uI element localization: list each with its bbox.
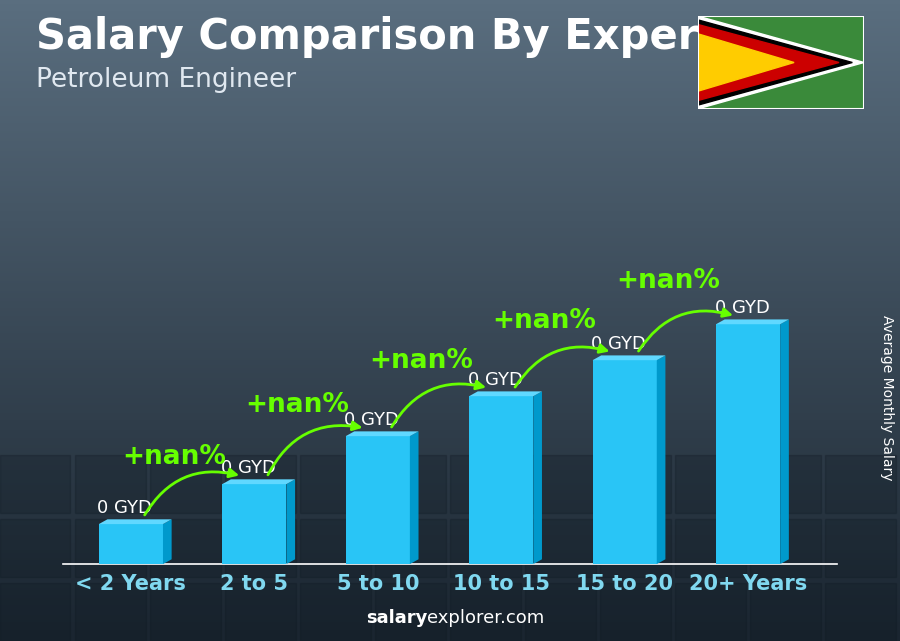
Bar — [150, 583, 220, 641]
Bar — [450, 455, 520, 513]
Text: +nan%: +nan% — [616, 269, 720, 294]
Bar — [750, 455, 821, 513]
Bar — [375, 455, 446, 513]
Text: Average Monthly Salary: Average Monthly Salary — [879, 315, 894, 480]
Bar — [300, 455, 371, 513]
Text: Petroleum Engineer: Petroleum Engineer — [36, 67, 296, 94]
Polygon shape — [534, 392, 542, 564]
Text: 0 GYD: 0 GYD — [715, 299, 770, 317]
Bar — [716, 324, 780, 564]
Text: salary: salary — [366, 609, 427, 627]
Bar — [525, 583, 596, 641]
Bar — [600, 583, 670, 641]
Text: 0 GYD: 0 GYD — [591, 335, 646, 353]
Text: explorer.com: explorer.com — [428, 609, 544, 627]
Polygon shape — [698, 16, 864, 109]
Polygon shape — [698, 34, 794, 91]
Bar — [375, 583, 446, 641]
Polygon shape — [698, 20, 852, 105]
Bar — [346, 436, 410, 564]
Text: 0 GYD: 0 GYD — [344, 412, 399, 429]
Bar — [600, 519, 670, 577]
Bar — [225, 583, 295, 641]
Bar — [300, 519, 371, 577]
Bar — [75, 519, 146, 577]
Bar — [750, 583, 821, 641]
Polygon shape — [99, 519, 172, 524]
Bar — [592, 360, 657, 564]
Polygon shape — [716, 319, 789, 324]
Polygon shape — [698, 24, 839, 101]
Bar — [225, 519, 295, 577]
Polygon shape — [592, 355, 665, 360]
Polygon shape — [657, 355, 665, 564]
Text: 0 GYD: 0 GYD — [220, 460, 275, 478]
Bar — [600, 455, 670, 513]
Bar — [0, 583, 70, 641]
Bar — [525, 455, 596, 513]
Bar — [825, 455, 896, 513]
Bar — [0, 455, 70, 513]
Bar — [750, 519, 821, 577]
Bar — [75, 583, 146, 641]
Polygon shape — [163, 519, 172, 564]
Bar — [525, 519, 596, 577]
Bar — [469, 396, 534, 564]
Bar — [825, 519, 896, 577]
Bar — [0, 519, 70, 577]
Bar — [225, 455, 295, 513]
Bar — [675, 583, 745, 641]
Bar — [825, 583, 896, 641]
Polygon shape — [780, 319, 789, 564]
Bar — [450, 519, 520, 577]
Bar — [675, 455, 745, 513]
Text: Salary Comparison By Experience: Salary Comparison By Experience — [36, 16, 824, 58]
Bar — [222, 484, 286, 564]
Bar — [75, 455, 146, 513]
Bar — [150, 455, 220, 513]
Text: +nan%: +nan% — [369, 349, 473, 374]
Text: +nan%: +nan% — [492, 308, 597, 335]
Bar — [450, 583, 520, 641]
Polygon shape — [286, 479, 295, 564]
Bar — [300, 583, 371, 641]
Polygon shape — [346, 431, 419, 436]
Bar — [150, 519, 220, 577]
Text: 0 GYD: 0 GYD — [468, 371, 523, 389]
Text: +nan%: +nan% — [246, 392, 349, 419]
Bar — [99, 524, 163, 564]
Bar — [675, 519, 745, 577]
Polygon shape — [410, 431, 418, 564]
Text: +nan%: +nan% — [122, 444, 226, 470]
Polygon shape — [469, 392, 542, 396]
Text: 0 GYD: 0 GYD — [97, 499, 152, 517]
Bar — [375, 519, 446, 577]
Polygon shape — [222, 479, 295, 484]
